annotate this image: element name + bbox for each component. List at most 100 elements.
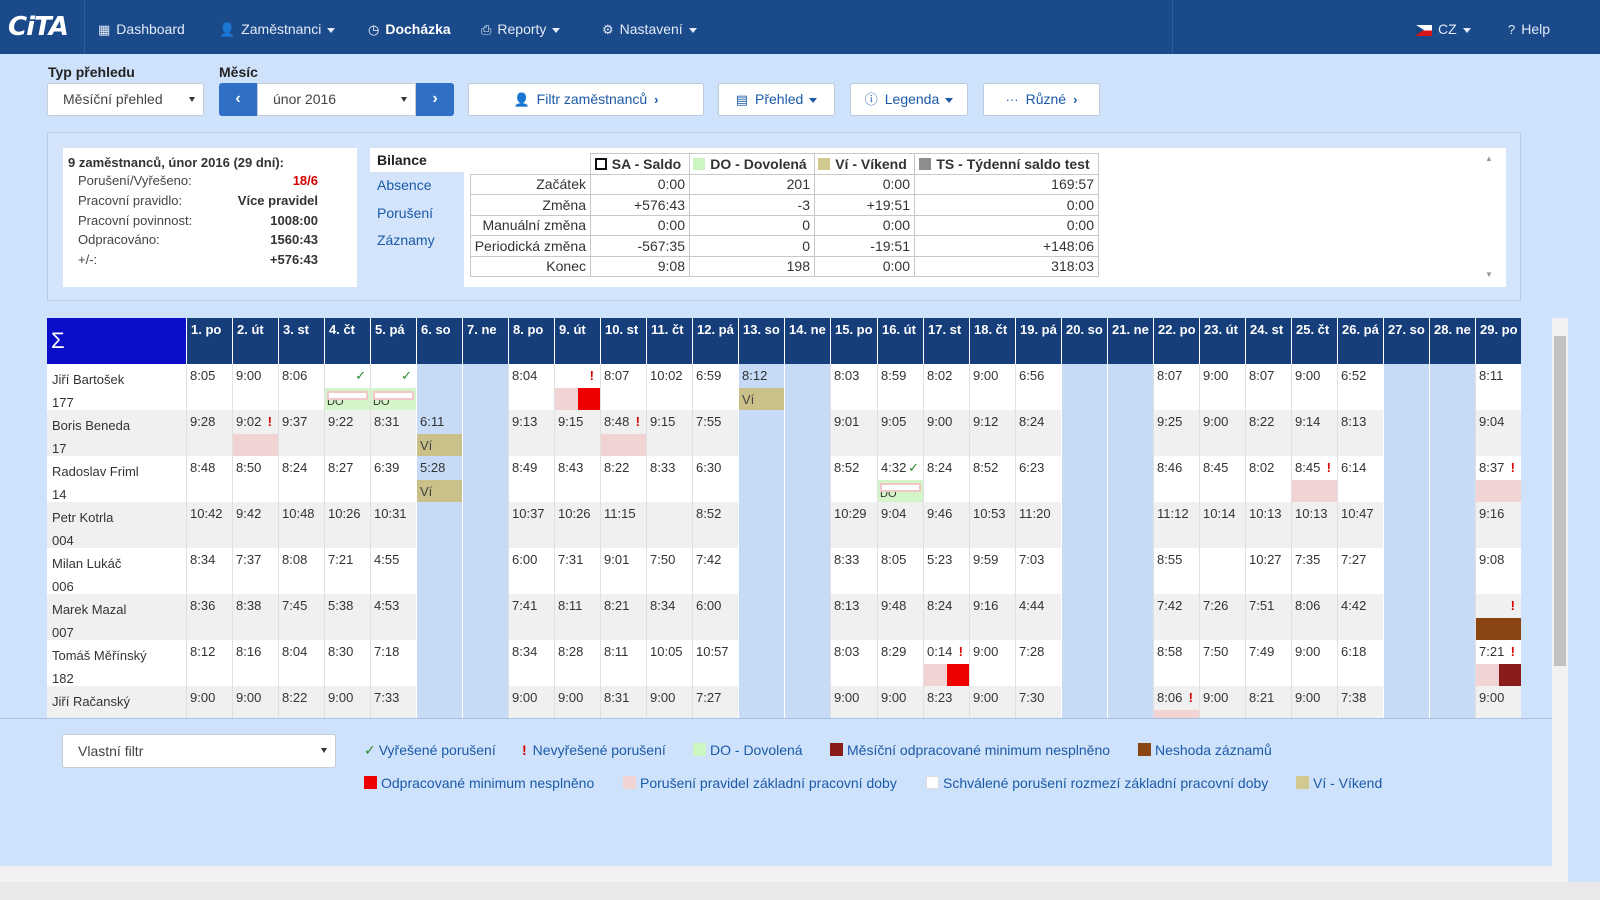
day-cell[interactable] [1061,410,1107,456]
day-cell[interactable]: 7:37 [232,548,278,594]
day-cell[interactable]: 10:37 [508,502,554,548]
employee-name-cell[interactable]: Radoslav Friml 14 [47,456,186,502]
day-cell[interactable] [1061,456,1107,502]
day-cell[interactable]: 9:12 [969,410,1015,456]
employee-name-cell[interactable]: Marek Mazal 007 [47,594,186,640]
day-cell[interactable] [1061,686,1107,718]
day-cell[interactable]: 6:59 [692,364,738,410]
day-cell[interactable]: 8:05 [186,364,232,410]
day-header[interactable]: 14. ne [784,318,830,364]
day-cell[interactable]: 9:00 [877,686,923,718]
day-header[interactable]: 2. út [232,318,278,364]
day-cell[interactable]: 7:26 [1199,594,1245,640]
day-cell[interactable] [784,640,830,686]
day-cell[interactable]: 8:23 [923,686,969,718]
day-cell[interactable]: 8:06! [1153,686,1199,718]
day-cell[interactable]: 8:34 [186,548,232,594]
day-cell[interactable] [462,594,508,640]
day-cell[interactable]: 8:07 [1245,364,1291,410]
day-cell[interactable]: 5:23 [923,548,969,594]
day-cell[interactable] [416,594,462,640]
horizontal-scrollbar[interactable] [0,866,1568,882]
day-header[interactable]: 17. st [923,318,969,364]
day-cell[interactable]: 6:39 [370,456,416,502]
day-cell[interactable]: 10:31 [370,502,416,548]
day-cell[interactable]: 6:52 [1337,364,1383,410]
day-header[interactable]: 19. pá [1015,318,1061,364]
day-cell[interactable]: 6:18 [1337,640,1383,686]
misc-button[interactable]: ··· Různé › [983,83,1100,116]
day-cell[interactable] [1107,410,1153,456]
day-cell[interactable]: 7:42 [692,548,738,594]
day-cell[interactable]: 10:53 [969,502,1015,548]
day-cell[interactable]: 10:29 [830,502,877,548]
day-cell[interactable]: 7:33 [370,686,416,718]
day-cell[interactable] [1383,456,1429,502]
day-header[interactable]: 12. pá [692,318,738,364]
day-cell[interactable]: 10:42 [186,502,232,548]
day-cell[interactable]: 8:11 [600,640,646,686]
day-cell[interactable] [1383,686,1429,718]
day-cell[interactable] [784,548,830,594]
day-cell[interactable] [1429,456,1475,502]
day-cell[interactable] [1429,502,1475,548]
day-cell[interactable]: 7:51 [1245,594,1291,640]
day-cell[interactable]: 9:28 [186,410,232,456]
day-cell[interactable]: 8:22 [278,686,324,718]
day-cell[interactable]: 9:00 [646,686,692,718]
day-cell[interactable]: 8:58 [1153,640,1199,686]
day-header[interactable]: 18. čt [969,318,1015,364]
day-cell[interactable] [416,502,462,548]
day-cell[interactable]: 8:33 [830,548,877,594]
day-cell[interactable]: 8:31 [370,410,416,456]
day-cell[interactable]: 9:14 [1291,410,1337,456]
employee-filter-button[interactable]: 👤 Filtr zaměstnanců › [468,83,704,116]
day-cell[interactable]: 7:27 [692,686,738,718]
day-cell[interactable]: 8:13 [1337,410,1383,456]
day-cell[interactable] [784,686,830,718]
day-cell[interactable] [784,410,830,456]
day-cell[interactable]: 8:06 [1291,594,1337,640]
language-switcher[interactable]: CZ [1416,0,1471,54]
day-cell[interactable] [784,502,830,548]
day-cell[interactable]: 7:42 [1153,594,1199,640]
day-cell[interactable] [462,410,508,456]
day-cell[interactable]: 8:11 [554,594,600,640]
day-cell[interactable]: 9:42 [232,502,278,548]
day-cell[interactable]: 7:49 [1245,640,1291,686]
day-cell[interactable]: 10:47 [1337,502,1383,548]
day-cell[interactable]: 8:05 [877,548,923,594]
day-cell[interactable] [738,410,784,456]
day-cell[interactable]: 9:01 [830,410,877,456]
day-cell[interactable]: 9:00 [830,686,877,718]
day-cell[interactable] [1429,686,1475,718]
day-cell[interactable]: ✓ DO [370,364,416,410]
previous-month-button[interactable]: ‹ [219,83,257,116]
employee-row[interactable]: Boris Beneda 17 9:28 9:02! 9:37 9:22 8:31 6:11 V… [47,410,1521,456]
day-cell[interactable]: 9:15 [554,410,600,456]
day-cell[interactable]: 8:27 [324,456,370,502]
tab-records[interactable]: Záznamy [377,232,435,248]
day-cell[interactable]: 6:56 [1015,364,1061,410]
day-cell[interactable] [1383,364,1429,410]
day-cell[interactable]: 8:24 [1015,410,1061,456]
day-cell[interactable]: 8:52 [830,456,877,502]
day-cell[interactable]: 8:30 [324,640,370,686]
day-cell[interactable]: 7:50 [1199,640,1245,686]
day-cell[interactable]: 9:16 [969,594,1015,640]
day-header[interactable]: 11. čt [646,318,692,364]
day-cell[interactable] [1107,502,1153,548]
day-cell[interactable] [462,548,508,594]
day-header[interactable]: 25. čt [1291,318,1337,364]
day-header[interactable]: 13. so [738,318,784,364]
day-cell[interactable]: 10:48 [278,502,324,548]
day-header[interactable]: 8. po [508,318,554,364]
day-header[interactable]: 1. po [186,318,232,364]
day-cell[interactable] [1061,364,1107,410]
day-header[interactable]: 3. st [278,318,324,364]
day-cell[interactable] [462,364,508,410]
day-cell[interactable] [1107,548,1153,594]
day-cell[interactable]: 8:45 [1199,456,1245,502]
day-cell[interactable]: 9:00 [1199,364,1245,410]
day-cell[interactable]: 11:15 [600,502,646,548]
